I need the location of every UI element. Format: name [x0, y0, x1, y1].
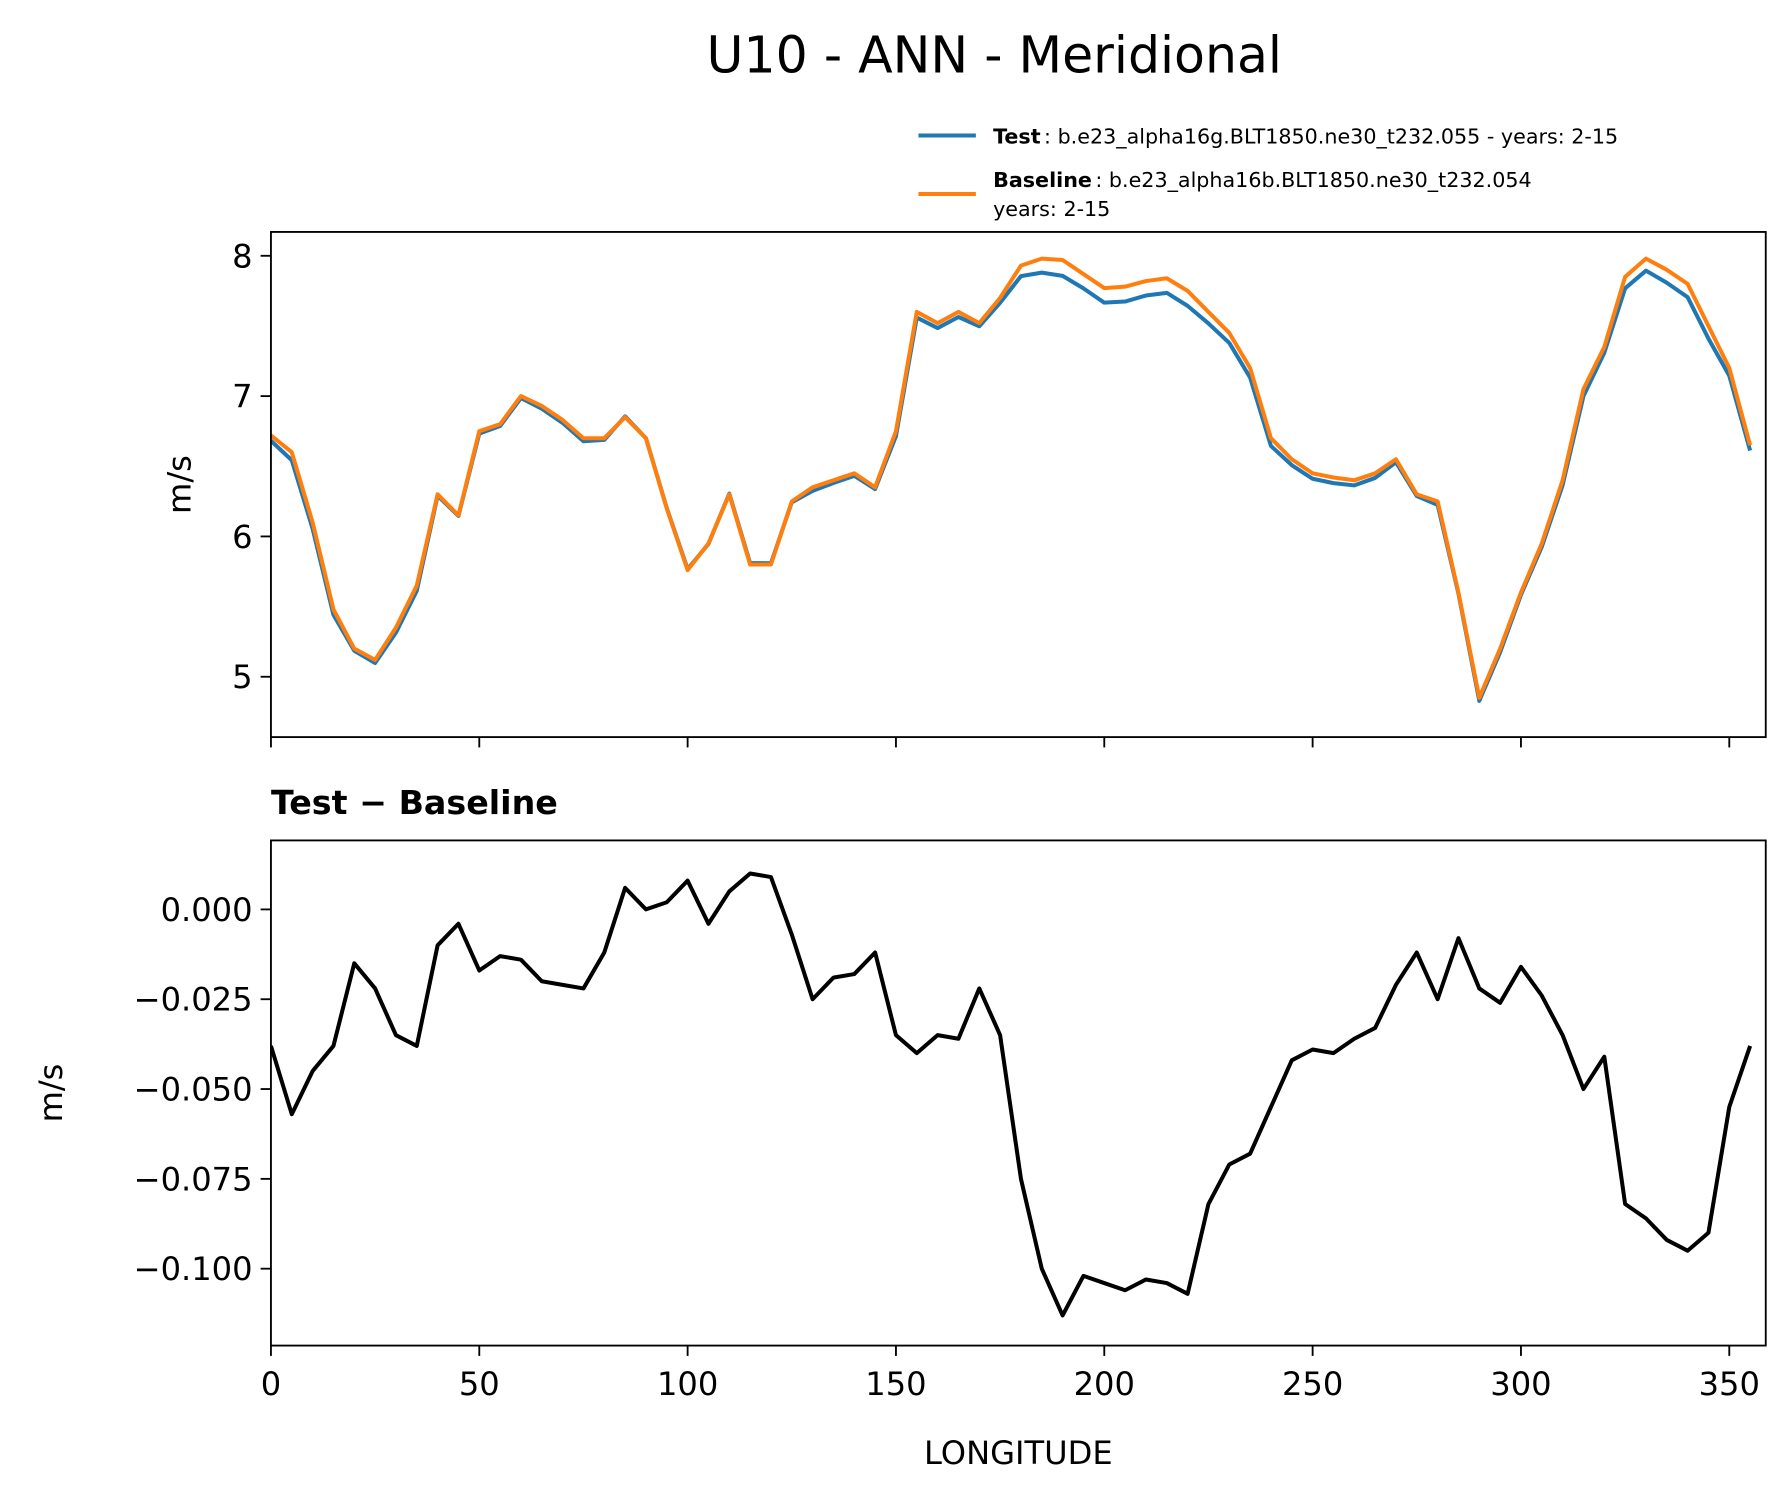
x-tick-label: 50 [459, 1365, 500, 1403]
y-tick-label: −0.100 [134, 1250, 253, 1288]
legend-name: Test [993, 125, 1041, 149]
y-tick-label: −0.050 [134, 1071, 253, 1109]
x-tick-label: 100 [657, 1365, 718, 1403]
axes-frame [270, 839, 1767, 1347]
legend-label: years: 2-15 [993, 197, 1110, 221]
x-tick-label: 0 [261, 1365, 281, 1403]
y-axis-label: m/s [32, 1064, 70, 1123]
y-axis-label: m/s [161, 455, 199, 514]
x-tick-label: 250 [1282, 1365, 1343, 1403]
x-tick-label: 300 [1490, 1365, 1551, 1403]
x-tick-label: 150 [865, 1365, 926, 1403]
data-line [270, 256, 1753, 700]
data-line [270, 268, 1753, 703]
x-axis-label: LONGITUDE [924, 1434, 1113, 1472]
y-tick-label: 6 [232, 518, 252, 556]
plot-area [270, 256, 1753, 703]
legend-text: Baseline: b.e23_alpha16b.BLT1850.ne30_t2… [993, 168, 1532, 192]
y-tick-label: 7 [232, 378, 252, 416]
y-tick-label: 0.000 [161, 891, 253, 929]
y-tick-label: 8 [232, 237, 252, 275]
legend-label: : b.e23_alpha16b.BLT1850.ne30_t232.054 [1095, 168, 1531, 192]
y-tick-label: −0.025 [134, 981, 253, 1019]
legend-text: years: 2-15 [993, 197, 1110, 221]
panel-title: Test − Baseline [271, 783, 558, 822]
axes-frame [270, 231, 1767, 739]
legend-name: Baseline [993, 168, 1092, 192]
x-tick-label: 350 [1699, 1365, 1760, 1403]
y-tick-label: −0.075 [134, 1160, 253, 1198]
y-tick-label: 5 [232, 658, 252, 696]
plot-area [270, 871, 1753, 1318]
x-tick-label: 200 [1074, 1365, 1135, 1403]
chart-title: U10 - ANN - Meridional [707, 25, 1282, 84]
legend-label: : b.e23_alpha16g.BLT1850.ne30_t232.055 -… [1044, 125, 1618, 149]
data-line [270, 871, 1753, 1318]
legend-text: Test: b.e23_alpha16g.BLT1850.ne30_t232.0… [993, 125, 1618, 149]
